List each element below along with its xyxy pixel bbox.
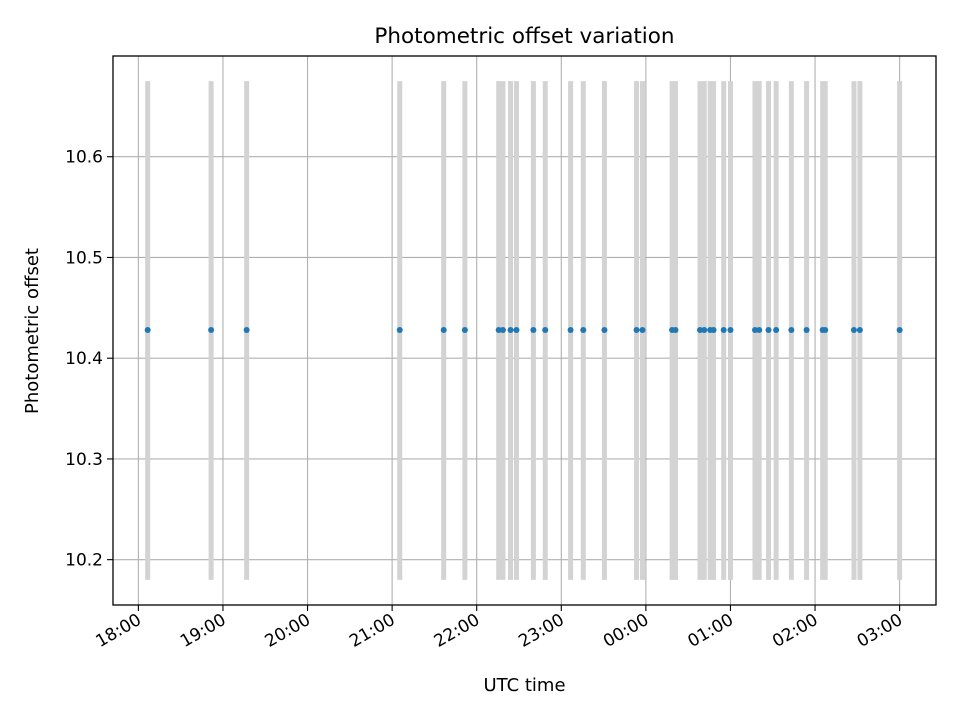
y-axis-ticks: 10.2 10.3 10.4 10.5 10.6 <box>65 148 113 571</box>
data-point <box>507 326 514 333</box>
data-point <box>633 326 640 333</box>
data-point <box>803 326 810 333</box>
y-tick-label: 10.2 <box>65 551 103 571</box>
data-point <box>601 326 608 333</box>
data-point <box>751 326 758 333</box>
data-point <box>765 326 772 333</box>
data-point <box>756 326 763 333</box>
data-point <box>856 326 863 333</box>
data-point <box>788 326 795 333</box>
data-point <box>639 326 646 333</box>
data-point <box>710 326 717 333</box>
data-point <box>396 326 403 333</box>
data-point <box>720 326 727 333</box>
data-points <box>144 326 903 333</box>
data-point <box>495 326 502 333</box>
data-point <box>701 326 708 333</box>
data-point <box>567 326 574 333</box>
y-tick-label: 10.5 <box>65 248 103 268</box>
data-point <box>144 326 151 333</box>
data-point <box>499 326 506 333</box>
data-point <box>727 326 734 333</box>
chart-title: Photometric offset variation <box>374 24 674 49</box>
data-point <box>530 326 537 333</box>
plot-frame <box>112 55 937 606</box>
data-point <box>580 326 587 333</box>
y-tick-label: 10.6 <box>65 148 103 168</box>
data-point <box>697 326 704 333</box>
grid <box>113 56 936 605</box>
data-point <box>513 326 520 333</box>
data-point <box>461 326 468 333</box>
x-axis-label: UTC time <box>483 675 565 696</box>
data-point <box>850 326 857 333</box>
data-point <box>672 326 679 333</box>
y-axis-label: Photometric offset <box>22 248 43 414</box>
data-point <box>542 326 549 333</box>
data-point <box>896 326 903 333</box>
y-tick-label: 10.3 <box>65 450 103 470</box>
data-point <box>243 326 250 333</box>
data-point <box>822 326 829 333</box>
data-point <box>440 326 447 333</box>
y-tick-label: 10.4 <box>65 349 103 369</box>
data-point <box>208 326 215 333</box>
data-point <box>773 326 780 333</box>
